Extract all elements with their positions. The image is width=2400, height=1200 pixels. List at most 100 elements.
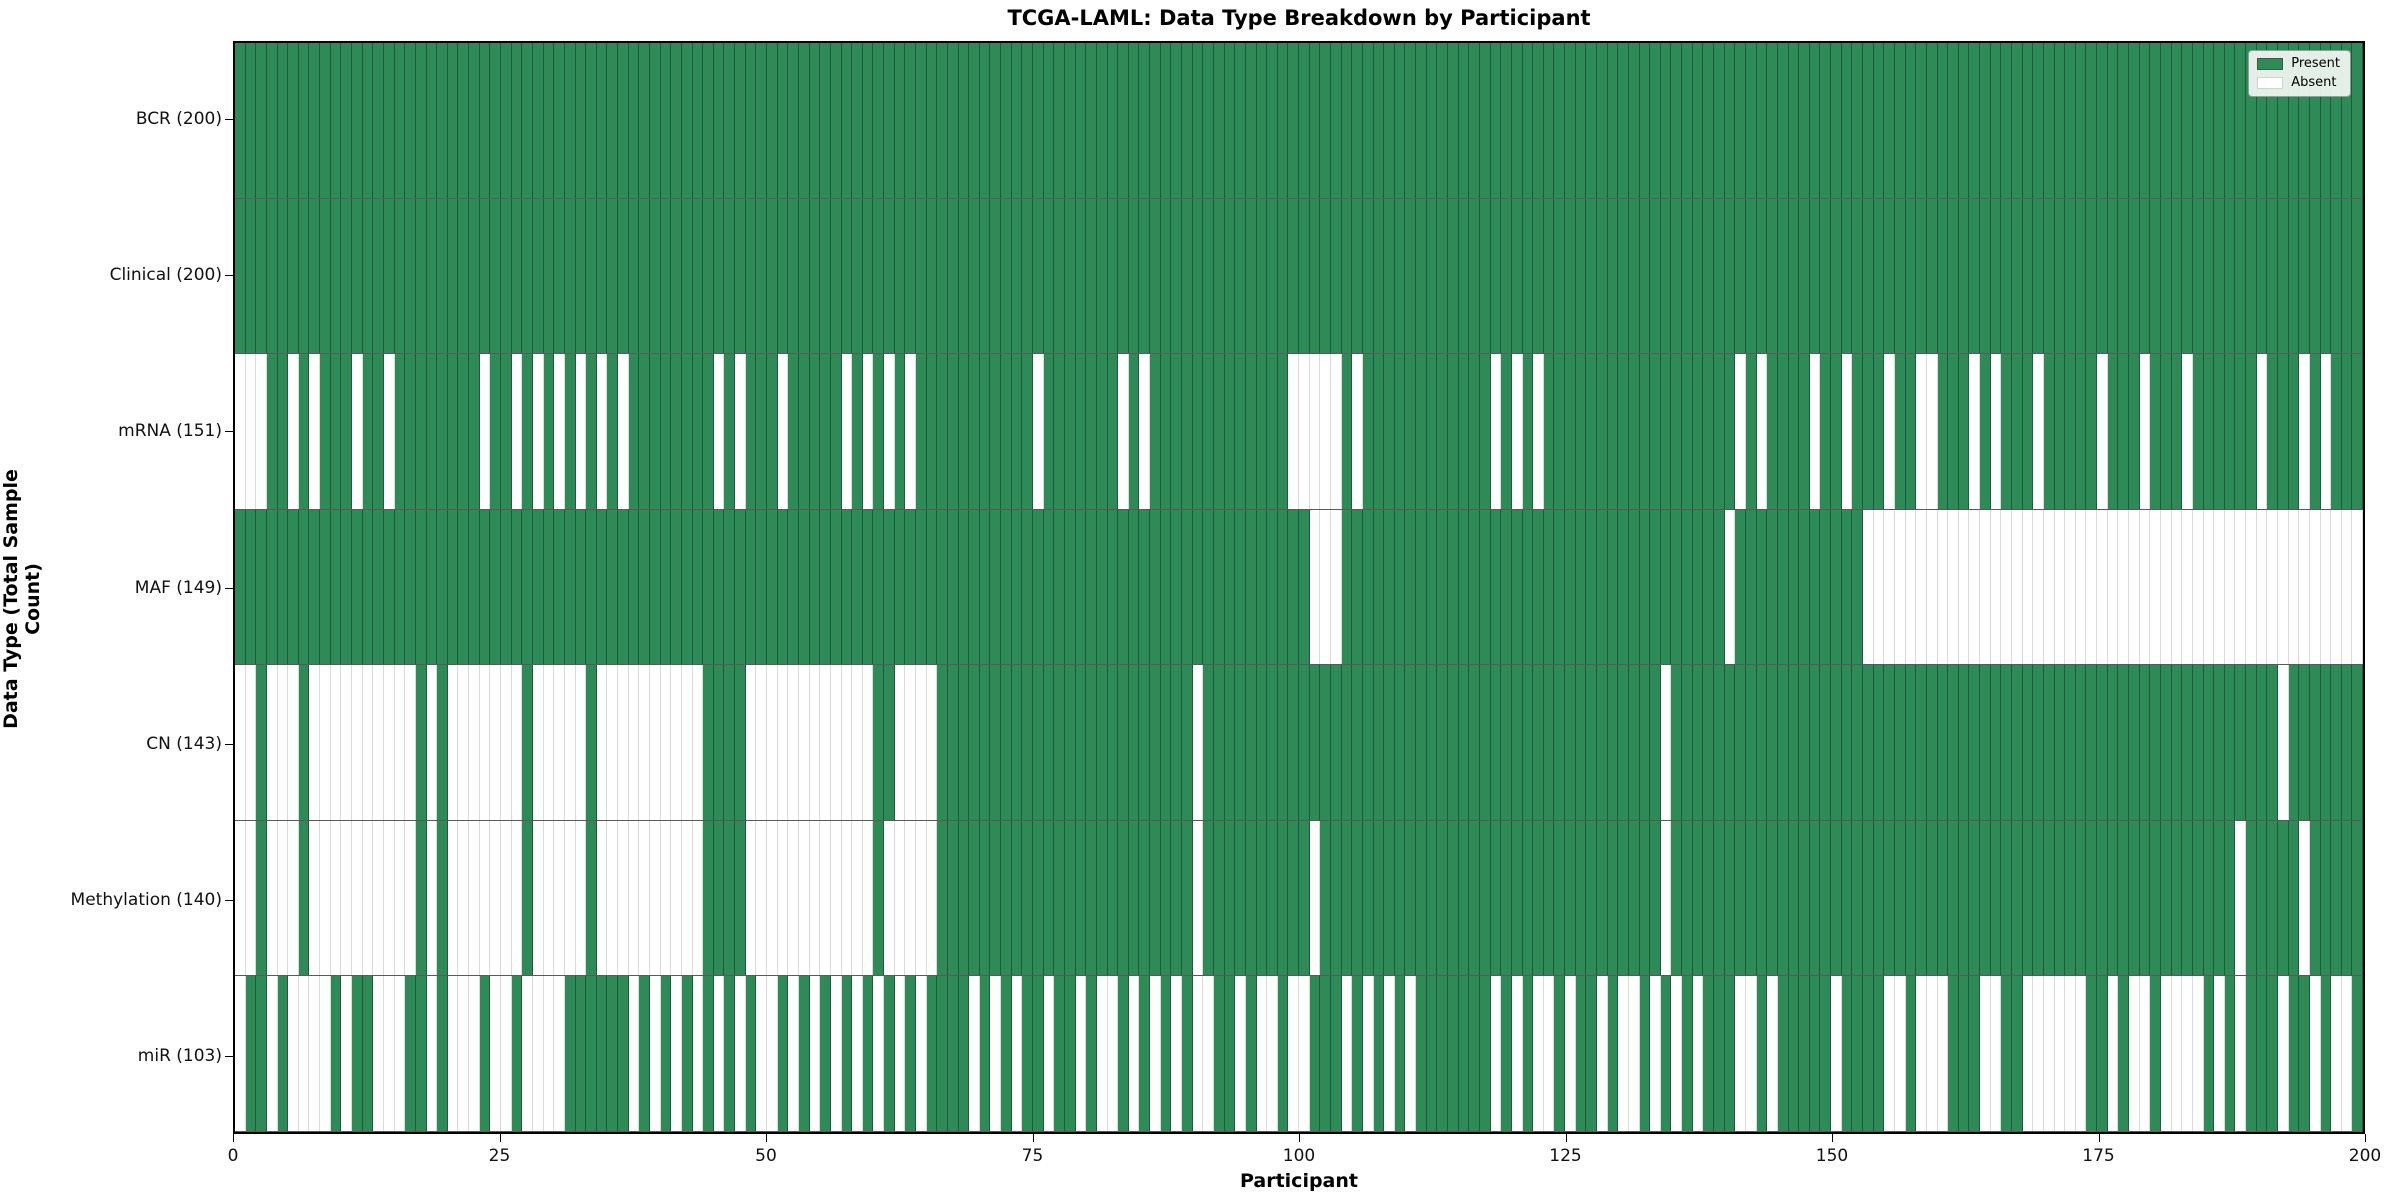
heatmap-cell — [1767, 509, 1778, 665]
heatmap-cell — [1064, 509, 1076, 665]
heatmap-cell — [905, 354, 916, 509]
heatmap-cell — [341, 509, 353, 665]
heatmap-cell — [1426, 43, 1438, 198]
heatmap-cell — [1799, 509, 1810, 665]
heatmap-cell — [1299, 976, 1310, 1132]
heatmap-cell — [1756, 820, 1768, 976]
heatmap-cell — [501, 509, 512, 665]
heatmap-cell — [660, 665, 672, 820]
heatmap-cell — [1043, 820, 1055, 976]
heatmap-cell — [628, 665, 640, 820]
heatmap-cell — [958, 665, 970, 820]
heatmap-cell — [320, 354, 331, 509]
heatmap-cell — [1575, 509, 1587, 665]
heatmap-cell — [1213, 976, 1225, 1132]
heatmap-cell — [1182, 43, 1193, 198]
heatmap-cell — [1958, 976, 1970, 1132]
heatmap-cell — [1458, 976, 1470, 1132]
heatmap-cell — [1479, 198, 1491, 354]
heatmap-cell — [2160, 665, 2172, 820]
heatmap-cell — [501, 354, 512, 509]
x-tick-mark — [233, 1134, 234, 1142]
heatmap-cell — [2288, 976, 2300, 1132]
heatmap-cell — [969, 820, 980, 976]
heatmap-cell — [415, 820, 427, 976]
heatmap-cell — [1171, 354, 1183, 509]
heatmap-cell — [724, 976, 736, 1132]
heatmap-cell — [937, 354, 948, 509]
heatmap-cell — [256, 43, 267, 198]
heatmap-cell — [1437, 198, 1449, 354]
heatmap-cell — [1235, 354, 1246, 509]
heatmap-cell — [1277, 665, 1289, 820]
heatmap-cell — [1714, 198, 1725, 354]
heatmap-cell — [735, 43, 746, 198]
heatmap-cell — [522, 509, 533, 665]
heatmap-cell — [798, 43, 810, 198]
heatmap-cell — [777, 820, 789, 976]
heatmap-cell — [1650, 43, 1661, 198]
heatmap-cell — [756, 665, 768, 820]
heatmap-cell — [1565, 820, 1576, 976]
heatmap-cell — [2160, 354, 2172, 509]
heatmap-cell — [724, 665, 736, 820]
heatmap-cell — [1267, 665, 1278, 820]
heatmap-cell — [309, 820, 321, 976]
legend-absent-label: Absent — [2291, 75, 2337, 90]
heatmap-cell — [1054, 198, 1065, 354]
heatmap-cell — [394, 509, 406, 665]
heatmap-cell — [2256, 665, 2268, 820]
heatmap-cell — [1309, 43, 1321, 198]
heatmap-cell — [2118, 820, 2130, 976]
heatmap-cell — [2320, 976, 2332, 1132]
heatmap-cell — [1980, 976, 1991, 1132]
heatmap-cell — [2192, 354, 2204, 509]
heatmap-cell — [1128, 665, 1140, 820]
heatmap-cell — [2150, 43, 2161, 198]
heatmap-cell — [458, 198, 470, 354]
heatmap-cell — [2001, 665, 2012, 820]
heatmap-cell — [2054, 820, 2066, 976]
heatmap-cell — [894, 665, 906, 820]
heatmap-cell — [2097, 976, 2108, 1132]
heatmap-cell — [447, 509, 459, 665]
heatmap-cell — [1575, 354, 1587, 509]
heatmap-cell — [320, 976, 331, 1132]
heatmap-cell — [1330, 665, 1342, 820]
heatmap-cell — [1788, 43, 1800, 198]
heatmap-cell — [330, 43, 342, 198]
heatmap-cell — [1288, 198, 1300, 354]
heatmap-cell — [713, 198, 725, 354]
heatmap-cell — [235, 43, 246, 198]
heatmap-cell — [2001, 820, 2012, 976]
heatmap-cell — [1820, 43, 1832, 198]
heatmap-cell — [1682, 198, 1693, 354]
heatmap-cell — [1118, 665, 1129, 820]
heatmap-cell — [681, 820, 693, 976]
heatmap-cell — [543, 665, 555, 820]
heatmap-cell — [884, 43, 895, 198]
heatmap-cell — [1990, 198, 2002, 354]
heatmap-cell — [1958, 820, 1970, 976]
x-tick-label: 100 — [1282, 1146, 1316, 1166]
heatmap-cell — [511, 665, 523, 820]
heatmap-cell — [2107, 354, 2119, 509]
heatmap-cell — [426, 43, 438, 198]
heatmap-cell — [926, 820, 938, 976]
heatmap-cell — [1107, 665, 1119, 820]
heatmap-cell — [1852, 198, 1864, 354]
heatmap-cell — [1724, 820, 1736, 976]
heatmap-cell — [1320, 820, 1331, 976]
heatmap-cell — [1011, 198, 1023, 354]
heatmap-cell — [575, 198, 587, 354]
heatmap-cell — [1714, 665, 1725, 820]
heatmap-cell — [1671, 820, 1683, 976]
heatmap-cell — [873, 665, 885, 820]
heatmap-cell — [947, 43, 959, 198]
heatmap-cell — [2171, 198, 2183, 354]
heatmap-cell — [735, 198, 746, 354]
y-tick-label-Methylation: Methylation (140) — [70, 889, 222, 910]
heatmap-cell — [2097, 354, 2108, 509]
heatmap-cell — [1575, 198, 1587, 354]
heatmap-cell — [1299, 43, 1310, 198]
